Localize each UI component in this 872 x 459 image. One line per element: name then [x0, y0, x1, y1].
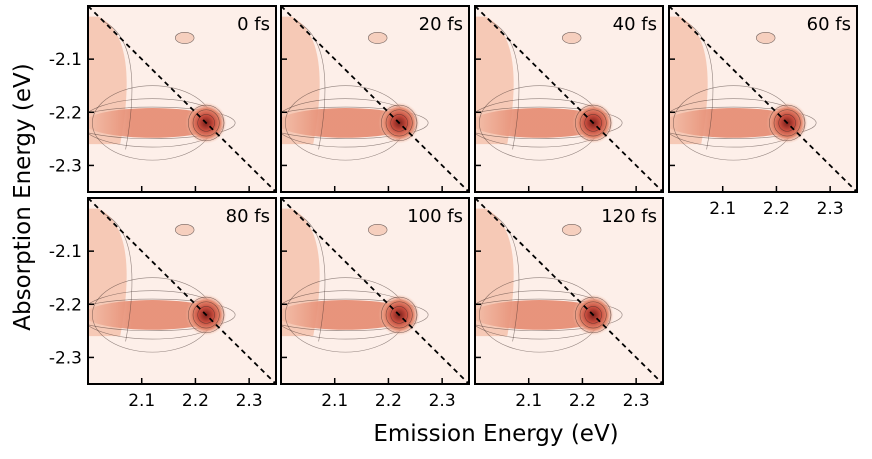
x-tick-label: 2.2 — [763, 199, 790, 219]
y-tick-label: -2.1 — [49, 242, 82, 262]
x-axis-ticks: 2.1 2.2 2.3 2.1 2.2 2.3 2.1 2.2 2.3 2.1 2.2 2.3 — [128, 199, 843, 411]
contour-line — [367, 224, 388, 236]
panel: 60 fs — [668, 5, 858, 193]
contour-line — [192, 109, 220, 137]
panel: 20 fs — [280, 5, 470, 193]
panel-frame — [280, 197, 470, 385]
contour-line — [575, 104, 612, 142]
panel-frame — [87, 5, 277, 193]
contour-line — [390, 306, 408, 324]
x-tick-label: 2.3 — [817, 199, 844, 219]
contour-line — [475, 106, 623, 140]
x-tick-label: 2.1 — [515, 391, 542, 411]
contour-line — [367, 32, 388, 44]
contour-line — [281, 298, 429, 332]
panel-time-label: 80 fs — [226, 206, 270, 227]
x-tick-label: 2.3 — [429, 391, 456, 411]
contour-line — [584, 306, 602, 324]
contour-line — [475, 298, 623, 332]
panel: 0 fs — [87, 5, 277, 193]
contour-line — [88, 106, 236, 140]
contour-line — [188, 104, 225, 142]
panel-time-label: 20 fs — [419, 14, 463, 35]
contour-line — [390, 114, 408, 132]
panel-frame — [474, 197, 664, 385]
contour-line — [490, 21, 520, 150]
panel-time-label: 100 fs — [407, 206, 463, 227]
x-axis-title: Emission Energy (eV) — [373, 421, 618, 447]
contour-line — [174, 224, 195, 236]
x-tick-label: 2.1 — [321, 391, 348, 411]
panel-frame — [87, 197, 277, 385]
panels: 0 fs 20 fs 40 fs 60 fs 80 fs 100 fs 120 fs — [87, 5, 858, 385]
contour-line — [561, 32, 582, 44]
contour-line — [773, 109, 801, 137]
contour-line — [88, 298, 236, 332]
contour-line — [684, 21, 714, 150]
contour-line — [296, 213, 326, 342]
y-tick-label: -2.1 — [49, 50, 82, 70]
contour-line — [778, 114, 796, 132]
contour-line — [669, 106, 817, 140]
contour-line — [385, 109, 413, 137]
x-tick-label: 2.3 — [623, 391, 650, 411]
contour-line — [579, 109, 607, 137]
contour-line — [103, 213, 133, 342]
panel-frame — [474, 5, 664, 193]
y-axis-title: Absorption Energy (eV) — [10, 63, 36, 330]
x-tick-label: 2.2 — [375, 391, 402, 411]
contour-line — [174, 32, 195, 44]
panel: 80 fs — [87, 197, 277, 385]
x-tick-label: 2.2 — [182, 391, 209, 411]
panel: 40 fs — [474, 5, 664, 193]
y-tick-label: -2.3 — [49, 156, 82, 176]
y-axis-ticks: -2.1 -2.2 -2.3 -2.1 -2.2 -2.3 — [49, 50, 82, 368]
contour-line — [579, 301, 607, 329]
diagonal-line — [88, 6, 276, 192]
panel: 100 fs — [280, 197, 470, 385]
contour-line — [755, 32, 776, 44]
contour-line — [769, 104, 806, 142]
contour-line — [197, 306, 215, 324]
contour-line — [192, 301, 220, 329]
y-tick-label: -2.2 — [49, 295, 82, 315]
x-tick-label: 2.2 — [569, 391, 596, 411]
contour-line — [584, 114, 602, 132]
contour-line — [103, 21, 133, 150]
diagonal-line — [669, 6, 857, 192]
diagonal-line — [475, 6, 663, 192]
x-tick-label: 2.1 — [128, 391, 155, 411]
x-tick-label: 2.3 — [236, 391, 263, 411]
contour-line — [188, 296, 225, 334]
y-tick-label: -2.2 — [49, 103, 82, 123]
diagonal-line — [475, 198, 663, 384]
contour-line — [197, 114, 215, 132]
x-tick-label: 2.1 — [709, 199, 736, 219]
diagonal-line — [88, 198, 276, 384]
y-tick-label: -2.3 — [49, 348, 82, 368]
panel-time-label: 40 fs — [613, 14, 657, 35]
contour-line — [296, 21, 326, 150]
panel-frame — [668, 5, 858, 193]
panel-time-label: 0 fs — [237, 14, 270, 35]
panel-time-label: 60 fs — [807, 14, 851, 35]
panel: 120 fs — [474, 197, 664, 385]
contour-line — [490, 213, 520, 342]
contour-line — [575, 296, 612, 334]
panel-time-label: 120 fs — [601, 206, 657, 227]
diagonal-line — [281, 198, 469, 384]
contour-line — [561, 224, 582, 236]
contour-line — [385, 301, 413, 329]
contour-line — [381, 104, 418, 142]
panel-frame — [280, 5, 470, 193]
contour-line — [281, 106, 429, 140]
contour-line — [381, 296, 418, 334]
diagonal-line — [281, 6, 469, 192]
